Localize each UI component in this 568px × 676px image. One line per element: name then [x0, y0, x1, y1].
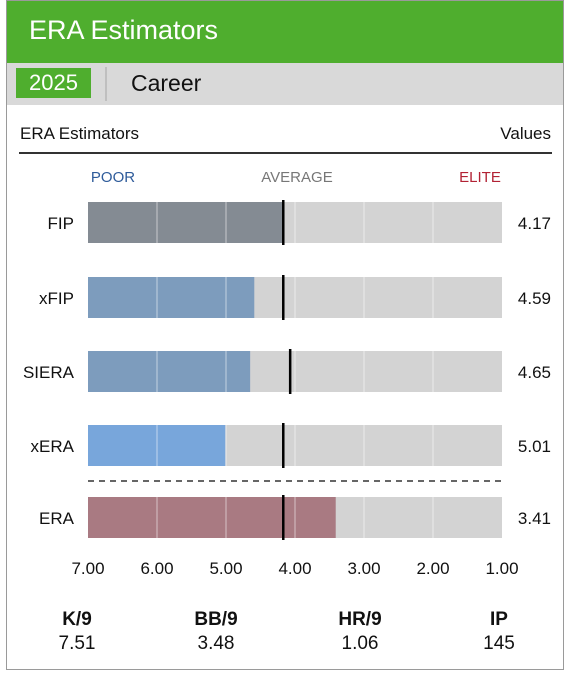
scale-label-poor: POOR	[91, 169, 135, 186]
x-tick-label: 4.00	[278, 559, 311, 578]
era-estimators-card: ERA Estimators 2025 Career ERA Estimator…	[6, 0, 564, 670]
header-divider	[19, 152, 552, 154]
bar-siera	[88, 351, 251, 392]
row-value: 4.17	[518, 214, 551, 233]
bar-xfip	[88, 277, 255, 318]
row-label: xFIP	[39, 289, 74, 308]
row-siera: SIERA 4.65	[23, 349, 551, 394]
row-value: 4.65	[518, 363, 551, 382]
stat-label: HR/9	[338, 609, 382, 630]
column-header-estimators: ERA Estimators	[20, 124, 140, 143]
tab-divider	[105, 67, 107, 101]
stat-value: 7.51	[58, 633, 96, 654]
x-tick-label: 2.00	[416, 559, 449, 578]
row-era: ERA 3.41	[39, 495, 551, 540]
tab-career[interactable]: Career	[131, 70, 202, 96]
stats-row: K/9 7.51 BB/9 3.48 HR/9 1.06 IP 145	[7, 609, 563, 665]
row-fip: FIP 4.17	[48, 200, 551, 245]
row-xera: xERA 5.01	[31, 423, 551, 468]
row-label: SIERA	[23, 363, 75, 382]
bar-era	[88, 497, 336, 538]
card-title: ERA Estimators	[29, 15, 219, 45]
era-chart: POOR AVERAGE ELITE FIP 4.17 xFIP 4.59 SIERA 4…	[23, 169, 551, 578]
stat-value: 145	[483, 633, 515, 654]
tab-2025[interactable]: 2025	[16, 68, 91, 98]
x-tick-label: 7.00	[71, 559, 104, 578]
stat-value: 3.48	[197, 633, 235, 654]
row-label: xERA	[31, 437, 75, 456]
scale-label-average: AVERAGE	[261, 169, 332, 186]
tab-bar: 2025 Career	[7, 63, 563, 105]
title-bar: ERA Estimators	[7, 1, 563, 63]
stat-k9: K/9 7.51	[27, 609, 127, 655]
scale-label-elite: ELITE	[459, 169, 501, 186]
x-tick-label: 1.00	[485, 559, 518, 578]
x-tick-label: 6.00	[140, 559, 173, 578]
stat-bb9: BB/9 3.48	[166, 609, 266, 655]
row-label: ERA	[39, 509, 75, 528]
column-header-values: Values	[500, 124, 551, 143]
row-value: 3.41	[518, 509, 551, 528]
x-tick-label: 3.00	[347, 559, 380, 578]
stat-ip: IP 145	[449, 609, 549, 655]
row-value: 5.01	[518, 437, 551, 456]
stat-label: K/9	[62, 609, 92, 630]
x-tick-label: 5.00	[209, 559, 242, 578]
stat-hr9: HR/9 1.06	[310, 609, 410, 655]
stat-label: IP	[490, 609, 508, 630]
bar-fip	[88, 202, 284, 243]
stat-label: BB/9	[194, 609, 238, 630]
row-label: FIP	[48, 214, 74, 233]
stat-value: 1.06	[341, 633, 379, 654]
row-value: 4.59	[518, 289, 551, 308]
row-xfip: xFIP 4.59	[39, 275, 551, 320]
